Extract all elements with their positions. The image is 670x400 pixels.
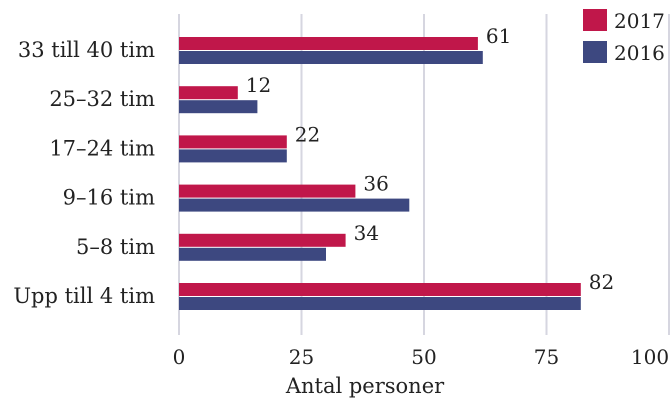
- bar-2017: [179, 283, 581, 296]
- category-label: 9–16 tim: [63, 186, 155, 210]
- data-label: 61: [486, 24, 511, 48]
- legend: 2017 2016: [583, 9, 665, 65]
- x-tick-label: 0: [173, 345, 186, 369]
- data-label: 22: [295, 122, 320, 146]
- x-tick-label: 50: [411, 345, 436, 369]
- x-tick-labels: 0 25 50 75 100: [173, 345, 669, 369]
- bar-2016: [179, 100, 258, 114]
- bar-2016: [179, 297, 581, 310]
- legend-swatch-2016: [583, 41, 607, 63]
- bar-2016: [179, 198, 410, 212]
- data-label: 12: [246, 73, 271, 97]
- data-labels: 61 12 22 36 34 82: [246, 24, 614, 294]
- bar-2017: [179, 86, 238, 100]
- bar-2016: [179, 247, 326, 261]
- bar-2017: [179, 233, 346, 247]
- bars: [179, 37, 581, 310]
- bar-2017: [179, 184, 356, 198]
- category-label: Upp till 4 tim: [13, 284, 155, 308]
- x-tick-label: 25: [289, 345, 314, 369]
- bar-2016: [179, 51, 483, 64]
- x-tick-label: 75: [534, 345, 559, 369]
- category-label: 25–32 tim: [49, 87, 155, 111]
- bar-2017: [179, 135, 287, 149]
- category-labels: 33 till 40 tim 25–32 tim 17–24 tim 9–16 tim…: [13, 38, 155, 308]
- category-label: 17–24 tim: [49, 136, 155, 160]
- legend-label: 2017: [614, 9, 665, 33]
- x-axis-title: Antal personer: [285, 374, 445, 398]
- bar-2016: [179, 149, 287, 163]
- x-tick-label: 100: [631, 345, 669, 369]
- data-label: 34: [354, 221, 379, 245]
- data-label: 36: [363, 172, 388, 196]
- legend-swatch-2017: [583, 9, 607, 31]
- gridlines: [178, 14, 670, 335]
- bar-2017: [179, 37, 478, 50]
- category-label: 5–8 tim: [76, 235, 155, 259]
- category-label: 33 till 40 tim: [18, 38, 155, 62]
- data-label: 82: [589, 270, 614, 294]
- legend-label: 2016: [614, 41, 665, 65]
